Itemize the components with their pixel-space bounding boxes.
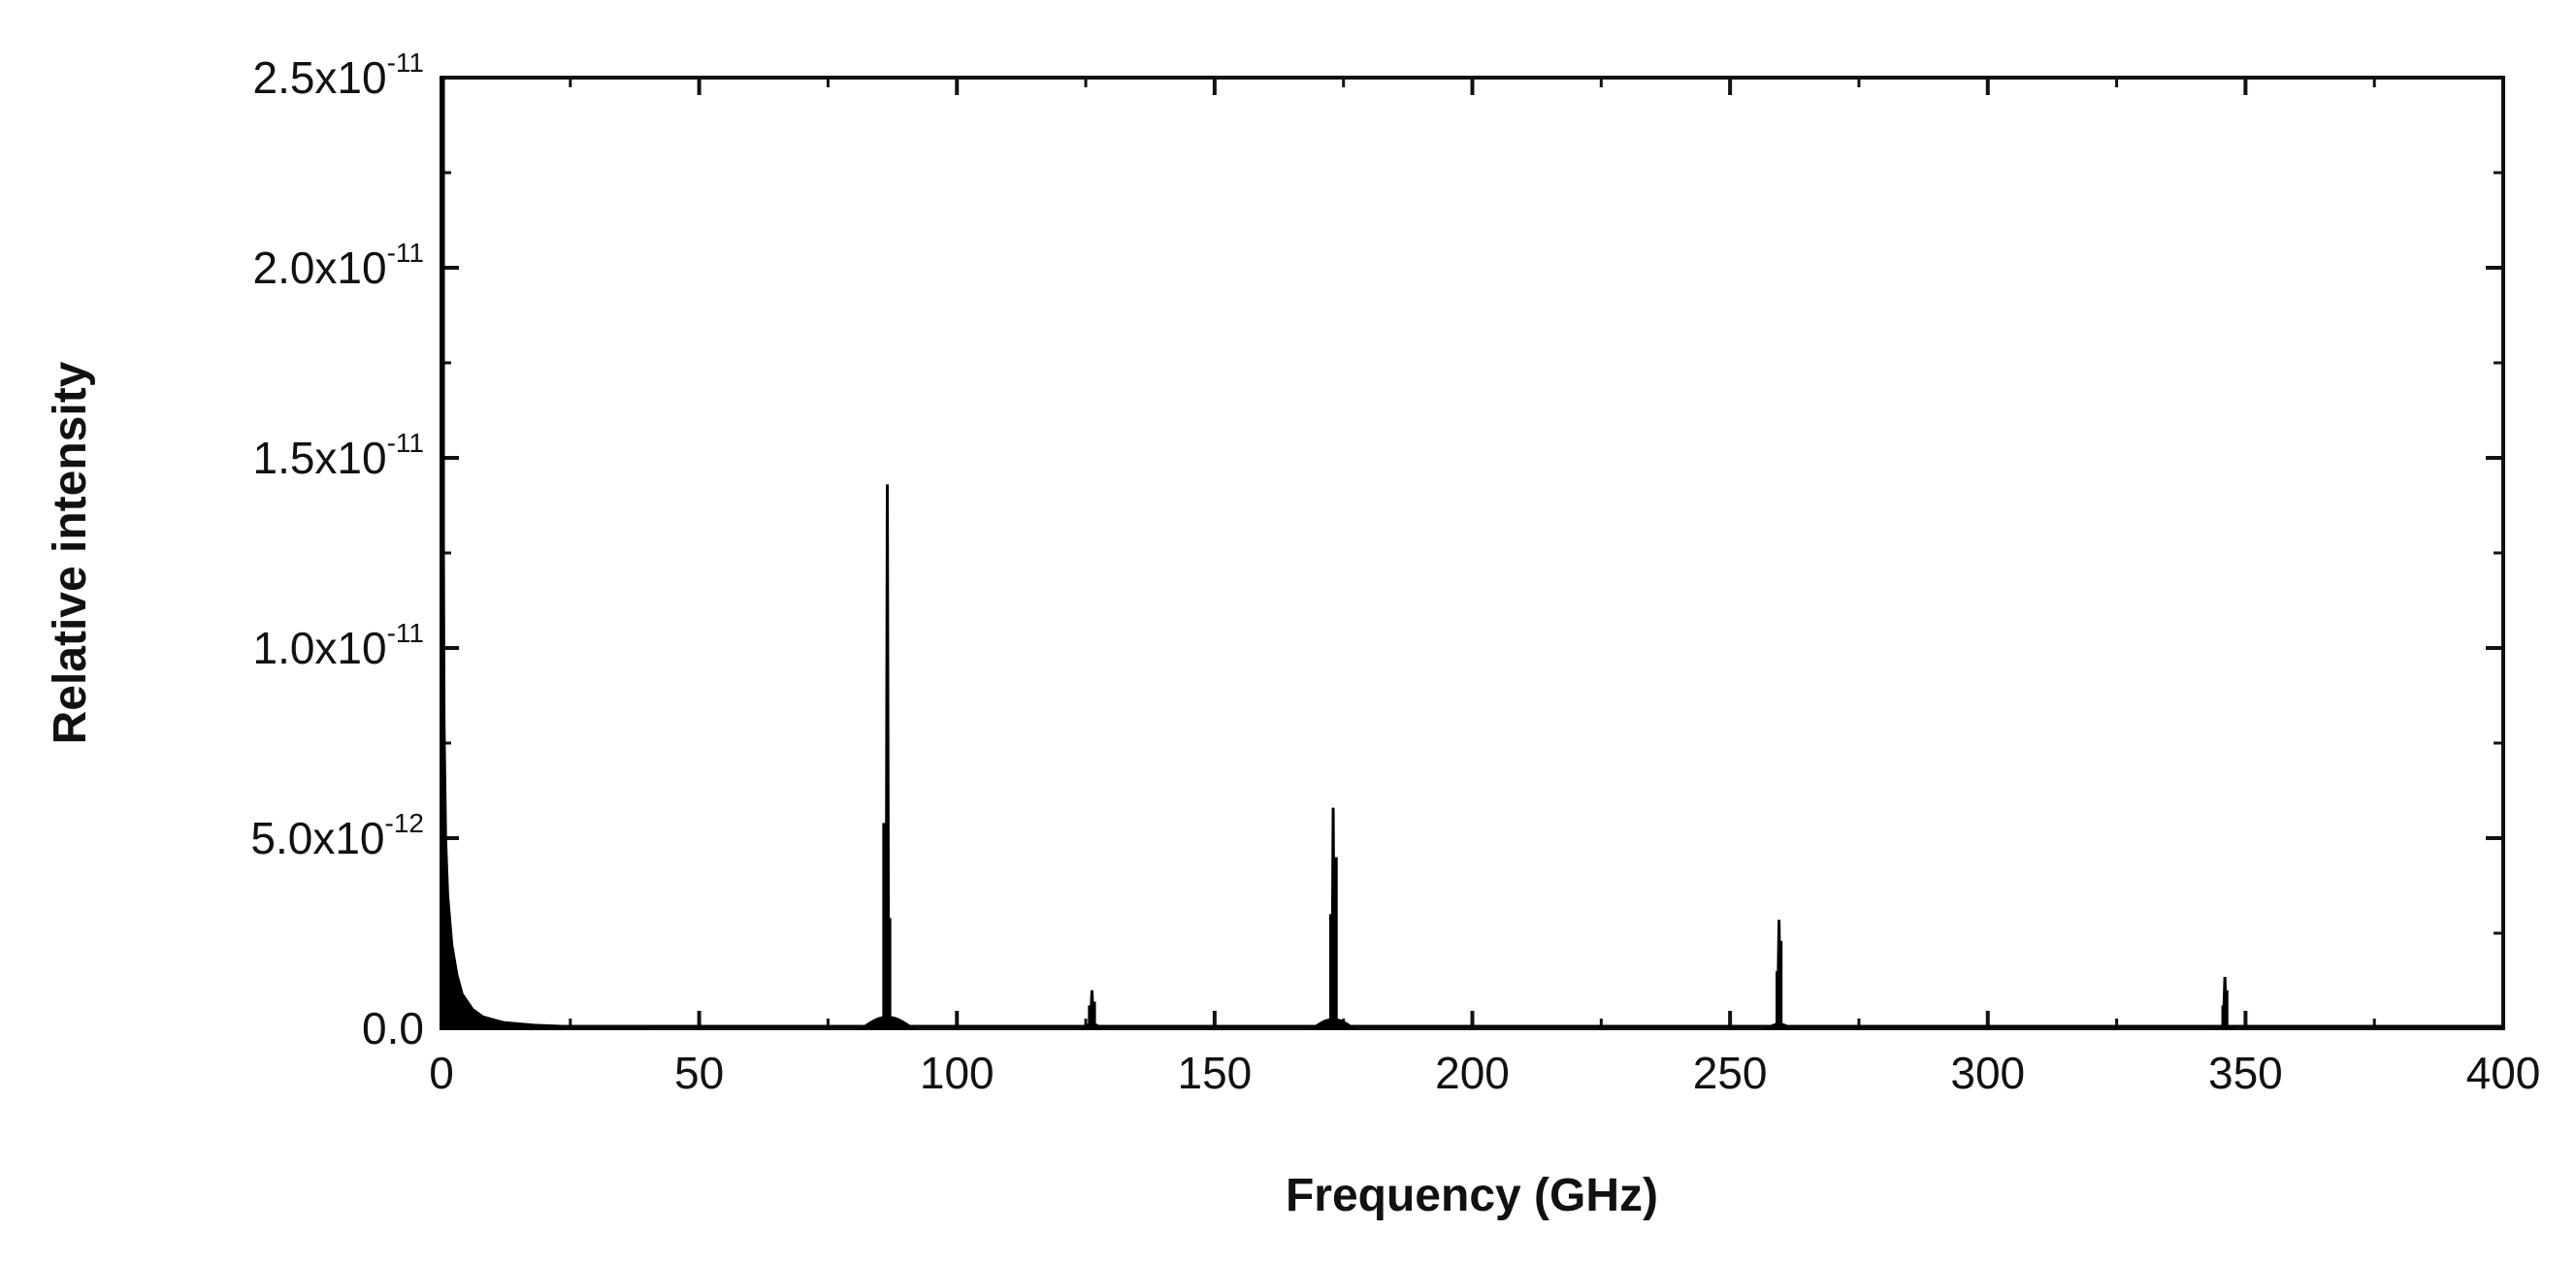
y-tick-exponent: -12 — [385, 808, 424, 838]
x-tick-label: 0 — [429, 1048, 454, 1098]
peak-173 — [1309, 807, 1357, 1030]
y-tick-exponent: -11 — [387, 48, 424, 78]
x-tick-label: 150 — [1178, 1048, 1253, 1098]
y-tick-label: 2.0x10-11 — [252, 238, 424, 293]
y-tick-exponent: -11 — [387, 618, 424, 648]
x-axis-ticks: 0 50 100 150 200 250 300 350 400 — [429, 78, 2540, 1098]
y-tick-label: 5.0x10-12 — [250, 808, 424, 863]
y-axis-title: Relative intensity — [45, 361, 96, 744]
x-tick-label: 50 — [674, 1048, 724, 1098]
low-frequency-background — [440, 77, 649, 1030]
y-tick-mantissa: 1.5x10 — [252, 433, 386, 483]
peak-86 — [858, 484, 917, 1030]
y-tick-label: 2.5x10-11 — [252, 48, 424, 103]
spectrum-series — [440, 77, 2503, 1030]
plot-frame — [440, 76, 2505, 1030]
x-tick-label: 350 — [2208, 1048, 2283, 1098]
peak-346 — [2214, 977, 2236, 1030]
x-tick-label: 200 — [1435, 1048, 1510, 1098]
y-tick-mantissa: 0.0 — [362, 1003, 424, 1053]
y-tick-mantissa: 2.0x10 — [252, 243, 386, 293]
peak-86-line — [884, 484, 891, 1030]
y-tick-mantissa: 2.5x10 — [252, 52, 386, 103]
x-axis-title: Frequency (GHz) — [1286, 1170, 1658, 1221]
y-tick-mantissa: 1.0x10 — [252, 623, 386, 673]
x-tick-label: 400 — [2466, 1048, 2541, 1098]
peak-126 — [1078, 989, 1106, 1030]
peak-259 — [1763, 920, 1795, 1030]
y-tick-label: 1.0x10-11 — [252, 618, 424, 673]
y-tick-exponent: -11 — [387, 428, 424, 458]
y-axis-ticks: 0.05.0x10-121.0x10-111.5x10-112.0x10-112… — [250, 48, 2503, 1053]
x-tick-label: 250 — [1693, 1048, 1768, 1098]
x-tick-label: 100 — [920, 1048, 995, 1098]
y-tick-label: 1.5x10-11 — [252, 428, 424, 483]
y-tick-mantissa: 5.0x10 — [250, 813, 384, 863]
x-tick-label: 300 — [1950, 1048, 2025, 1098]
y-tick-exponent: -11 — [387, 238, 424, 268]
y-tick-label: 0.0 — [362, 1003, 424, 1053]
